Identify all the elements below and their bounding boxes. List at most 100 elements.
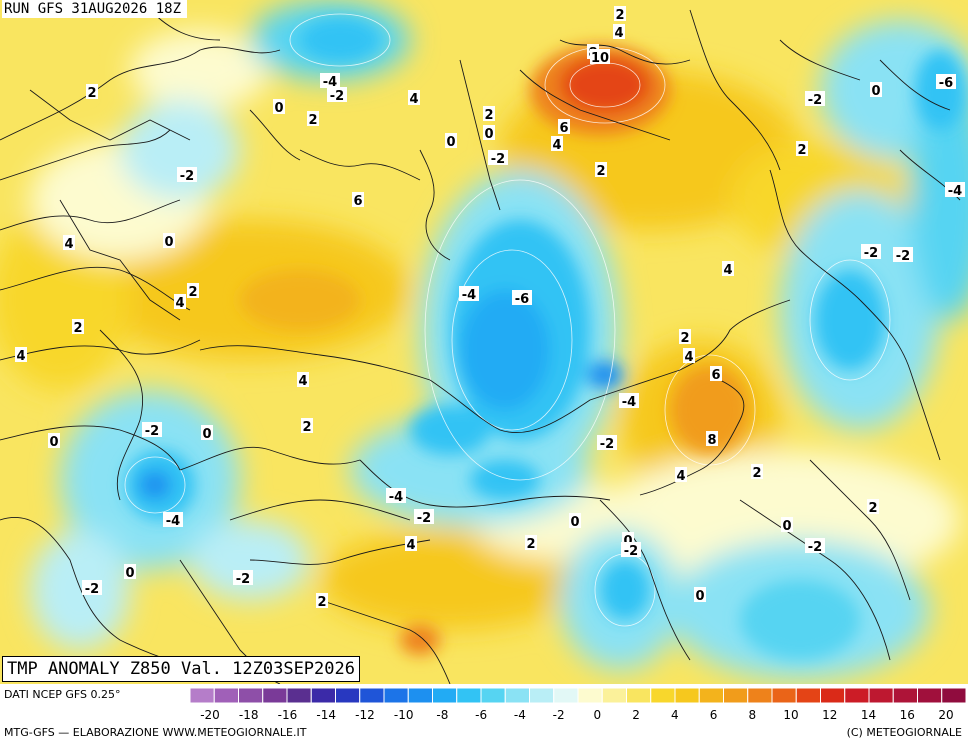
contour-label: -2 [896, 249, 910, 264]
contour-label: -2 [864, 246, 878, 261]
contour-label-bg [525, 535, 537, 550]
legend-swatch [383, 688, 409, 704]
credits-left: MTG-GFS — ELABORAZIONE WWW.METEOGIORNALE… [4, 726, 307, 739]
contour-label-bg [459, 286, 479, 301]
contour-label-bg [483, 106, 495, 121]
contour-label: 2 [615, 8, 624, 23]
legend-tick-label: -10 [394, 708, 414, 722]
contour-label: 4 [676, 469, 685, 484]
legend-tick-label: -16 [278, 708, 298, 722]
contour-label-bg [621, 542, 641, 557]
anomaly-field-shading [0, 0, 968, 680]
legend-tick-label: -18 [239, 708, 259, 722]
contour-label-bg [512, 290, 532, 305]
contour-label-bg [694, 587, 706, 602]
contour-label-bg [316, 593, 328, 608]
legend-swatch [213, 688, 239, 704]
contour-label: 2 [308, 113, 317, 128]
legend-tick-label: -14 [316, 708, 336, 722]
contour-label: 2 [302, 420, 311, 435]
contour-label-bg [414, 509, 434, 524]
contour-label: 0 [623, 534, 632, 549]
contour-label-bg [614, 6, 626, 21]
footer: DATI NCEP GFS 0.25° -20 -18 -16 -14 -12 -10 -8… [0, 684, 968, 745]
legend-swatch [553, 688, 579, 704]
contour-label-bg [488, 150, 508, 165]
contour-label-bg [751, 464, 763, 479]
contour-label: 0 [570, 515, 579, 530]
contour-label: 2 [87, 86, 96, 101]
contour-label-bg [781, 517, 793, 532]
contour-label-bg [174, 294, 186, 309]
legend-swatch [359, 688, 385, 704]
legend-tick-label: 12 [822, 708, 837, 722]
contour-label-bg [569, 513, 581, 528]
legend-swatch [238, 688, 264, 704]
legend-swatch [698, 688, 724, 704]
contour-label: 2 [868, 501, 877, 516]
contour-label: -2 [417, 511, 431, 526]
contour-label: -2 [180, 169, 194, 184]
credits-right: (C) METEOGIORNALE [846, 726, 962, 739]
contour-label-bg [405, 536, 417, 551]
legend-swatch [626, 688, 652, 704]
contour-label-bg [386, 488, 406, 503]
data-source-label: DATI NCEP GFS 0.25° [4, 688, 121, 701]
contour-label: -6 [515, 292, 529, 307]
contour-label: 2 [188, 285, 197, 300]
contour-label-bg [861, 244, 881, 259]
legend-tick-label: -8 [436, 708, 448, 722]
map-title: TMP ANOMALY Z850 Val. 12Z03SEP2026 [2, 656, 360, 682]
contour-label-bg [408, 90, 420, 105]
contour-label-bg [679, 329, 691, 344]
contour-label-bg [805, 91, 825, 106]
contour-label-bg [307, 111, 319, 126]
contour-label-bg [48, 433, 60, 448]
contour-label-bg [63, 235, 75, 250]
contour-label: 2 [526, 537, 535, 552]
contour-label: 0 [202, 427, 211, 442]
legend-swatch [262, 688, 288, 704]
contour-label-bg [867, 499, 879, 514]
contour-label: 0 [274, 101, 283, 116]
contour-label: -4 [948, 184, 962, 199]
contour-label-bg [805, 538, 825, 553]
contour-label-bg [675, 467, 687, 482]
legend-swatch [941, 688, 966, 704]
legend-swatch [504, 688, 530, 704]
legend-swatch [407, 688, 433, 704]
run-title: RUN GFS 31AUG2026 18Z [2, 0, 188, 18]
contour-label: 2 [73, 321, 82, 336]
contour-label: 2 [484, 108, 493, 123]
borders-coastlines [0, 9, 961, 684]
legend-swatch [601, 688, 627, 704]
contour-label-bg [124, 564, 136, 579]
contour-label: 4 [175, 296, 184, 311]
contour-label-bg [558, 119, 570, 134]
contour-label: -2 [624, 544, 638, 559]
contour-label: -4 [166, 514, 180, 529]
contour-label-bg [893, 247, 913, 262]
legend-swatch [432, 688, 458, 704]
legend-swatch [795, 688, 821, 704]
contour-label: 10 [591, 51, 609, 66]
contour-label-bg [327, 87, 347, 102]
contour-label-bg [613, 24, 625, 39]
contour-label-bg [936, 74, 956, 89]
contour-label: -2 [145, 424, 159, 439]
contour-label-bg [163, 233, 175, 248]
contour-label: 4 [409, 92, 418, 107]
contour-label: 4 [614, 26, 623, 41]
contour-label: 0 [125, 566, 134, 581]
contour-label: 4 [552, 138, 561, 153]
legend-tick-label: 0 [594, 708, 602, 722]
legend-tick-label: -2 [553, 708, 565, 722]
legend-tick-label: 10 [783, 708, 798, 722]
contour-label: 0 [695, 589, 704, 604]
contour-label-bg [273, 99, 285, 114]
contour-label: -6 [939, 76, 953, 91]
contour-label: 2 [596, 164, 605, 179]
temperature-anomaly-map: 24810-6-4-2204-20220604-222-2-4604-2-242… [0, 0, 968, 684]
contour-label-bg [595, 162, 607, 177]
